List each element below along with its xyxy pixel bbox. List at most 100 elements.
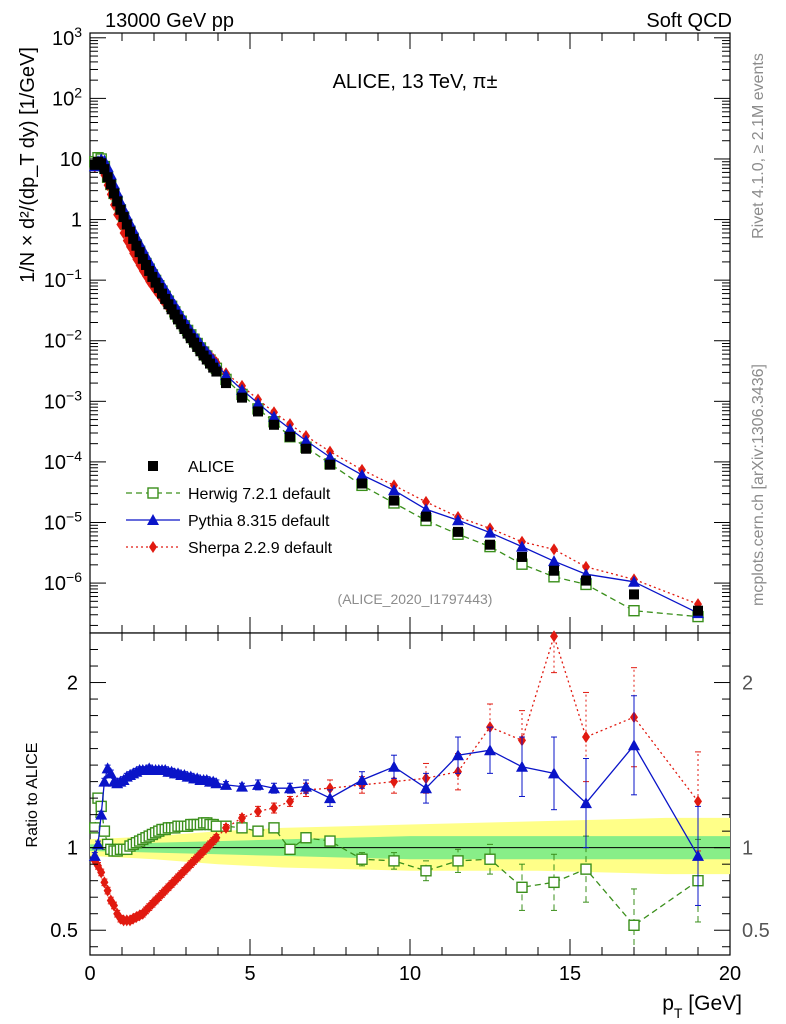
alice-spectrum-point <box>163 299 174 310</box>
pythia-ratio-point <box>484 744 496 756</box>
header-collision: 13000 GeV pp <box>105 10 234 32</box>
pythia-spectrum-point <box>356 468 368 480</box>
alice-spectrum-point <box>131 240 142 251</box>
alice-spectrum-point <box>211 366 222 377</box>
herwig-ratio-point <box>548 876 560 889</box>
alice-spectrum-point <box>125 226 135 237</box>
y-axis-title: 1/N × d²/(dp_T dy) [1/GeV] <box>17 47 39 283</box>
rivet-version-label: Rivet 4.1.0, ≥ 2.1M events <box>750 53 767 239</box>
pythia-ratio-point <box>104 767 117 779</box>
pythia-spectrum-point <box>284 422 296 434</box>
legend-label: Pythia 8.315 default <box>188 513 330 530</box>
alice-spectrum-point <box>517 551 527 562</box>
alice-spectrum-point <box>269 419 279 430</box>
alice-spectrum-point <box>134 247 145 258</box>
alice-spectrum-point <box>357 478 367 489</box>
legend-marker <box>148 461 158 471</box>
herwig-ratio-point <box>388 855 400 867</box>
main-y-tick-label: 10 <box>60 149 82 171</box>
alice-spectrum-point <box>115 204 126 215</box>
alice-spectrum-point <box>166 304 177 315</box>
pythia-ratio-point <box>252 778 264 790</box>
ratio-y-axis-title: Ratio to ALICE <box>24 743 41 848</box>
legend-label: Sherpa 2.2.9 default <box>188 540 333 557</box>
herwig-ratio-point <box>356 853 368 865</box>
legend-marker <box>147 514 159 525</box>
header-category: Soft QCD <box>646 10 732 32</box>
legend-label: Herwig 7.2.1 default <box>188 486 331 503</box>
alice-spectrum-point <box>141 259 151 270</box>
mcplots-reference-label: mcplots.cern.ch [arXiv:1306.3436] <box>750 364 767 606</box>
herwig-ratio-point <box>98 825 111 837</box>
pythia-spectrum-point <box>268 410 280 422</box>
sherpa-ratio-point <box>97 866 106 879</box>
ratio-panel: 0 5 10 15 200.5 0.51 12 2 Ratio to ALICE <box>24 33 770 985</box>
pythia-ratio-point <box>628 739 640 751</box>
pythia-spectrum-point <box>220 369 232 381</box>
pythia-spectrum-point <box>548 555 560 567</box>
pythia-ratio-point <box>580 797 592 809</box>
pythia-spectrum-point <box>236 383 248 395</box>
main-y-tick-label: 103 <box>52 24 82 50</box>
alice-spectrum-point <box>581 575 591 586</box>
herwig-ratio-point <box>420 865 432 877</box>
herwig-ratio-point <box>300 832 312 844</box>
ratio-y-tick-label: 0.5 <box>50 920 78 942</box>
main-series-layer <box>88 151 704 623</box>
herwig-spectrum-point <box>628 605 640 617</box>
pythia-spectrum-point <box>516 540 528 552</box>
pythia-ratio-point <box>692 849 704 861</box>
alice-spectrum-point <box>102 172 113 183</box>
pythia-ratio-point <box>420 782 432 794</box>
alice-spectrum-point <box>285 431 295 442</box>
ratio-y-tick-label-right: 2 <box>742 673 753 695</box>
alice-spectrum-point <box>253 406 263 417</box>
x-tick-label: 10 <box>399 963 421 985</box>
ratio-y-tick-label: 2 <box>67 673 78 695</box>
herwig-ratio-point <box>516 881 528 893</box>
pythia-ratio-point <box>88 849 101 861</box>
alice-spectrum-point <box>128 233 139 244</box>
sherpa-ratio-point <box>254 805 262 818</box>
alice-spectrum-point <box>629 589 639 600</box>
x-tick-label: 0 <box>84 963 95 985</box>
alice-spectrum-point <box>301 443 311 454</box>
pythia-ratio-point <box>548 767 560 779</box>
herwig-ratio-point <box>580 863 592 875</box>
legend-marker <box>147 487 159 499</box>
alice-spectrum-point <box>96 158 107 169</box>
pythia-spectrum-point <box>628 575 640 587</box>
alice-spectrum-point <box>150 277 161 288</box>
pythia-ratio-point <box>388 760 400 772</box>
alice-spectrum-point <box>112 196 123 207</box>
ratio-axes-layer: 0 5 10 15 200.5 0.51 12 2 <box>50 33 770 985</box>
herwig-ratio-point <box>268 822 280 834</box>
sherpa-ratio-point <box>694 795 702 808</box>
pythia-ratio-point <box>95 808 108 820</box>
alice-spectrum-point <box>109 188 119 199</box>
x-tick-label: 5 <box>244 963 255 985</box>
sherpa-ratio-point <box>238 811 246 824</box>
analysis-id-label: (ALICE_2020_I1797443) <box>338 591 493 607</box>
alice-spectrum-point <box>693 605 703 616</box>
pythia-spectrum-point <box>300 434 312 446</box>
main-y-tick-label: 10−3 <box>44 387 82 413</box>
pythia-ratio-point <box>98 775 111 787</box>
sherpa-ratio-point <box>100 876 109 889</box>
sherpa-ratio-point <box>286 795 294 808</box>
main-y-tick-label: 10−2 <box>44 327 82 353</box>
legend-entry: Pythia 8.315 default <box>126 513 330 530</box>
main-y-tick-label: 10−1 <box>44 266 82 292</box>
sherpa-ratio-point <box>326 782 334 795</box>
sherpa-ratio-point <box>550 630 558 643</box>
pythia-ratio-point <box>92 838 104 850</box>
ratio-y-tick-label-right: 1 <box>742 838 753 860</box>
sherpa-ratio-point <box>212 831 221 844</box>
main-panel: 10−6 10−5 10−4 10−3 10−2 10−1 1 10 102 103 ALICE,… <box>17 24 731 634</box>
alice-spectrum-point <box>237 392 247 403</box>
main-plot-title: ALICE, 13 TeV, π± <box>333 71 498 93</box>
x-tick-label: 15 <box>559 963 581 985</box>
alice-spectrum-point <box>118 212 129 223</box>
alice-spectrum-point <box>160 293 171 304</box>
